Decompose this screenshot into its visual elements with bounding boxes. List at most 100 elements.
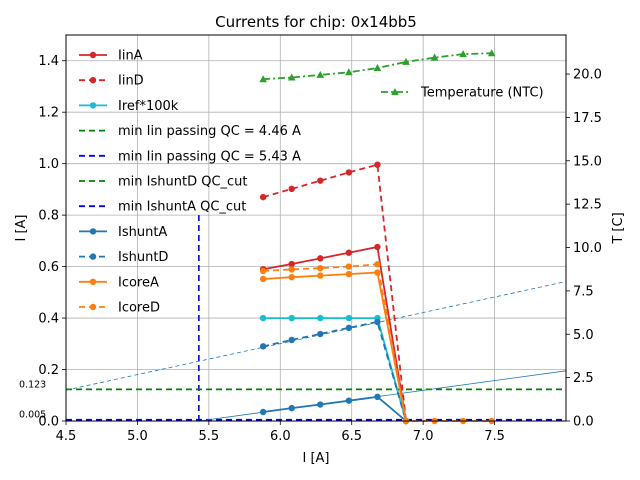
data-point-Temperature (NTC) [430,53,439,61]
data-point-Temperature (NTC) [402,57,410,65]
y2-tick-label: 5.0 [573,328,594,343]
legend-temperature: Temperature (NTC) [381,86,544,101]
data-point-IinD [374,161,381,168]
data-point-Iref*100k [317,314,324,322]
data-point-Iref*100k [345,314,353,322]
ticks: 4.5 5.0 5.5 6.0 6.5 7.0 7.5 0.0 0.2 0.4 0.6 0.8 1.0 1… [38,54,602,444]
legend-label-min Iin passing QC = 5.43 A: min Iin passing QC = 5.43 A [118,149,301,164]
legend-marker-IshuntD [89,253,97,260]
legend-marker-Iref*100k [89,102,97,109]
legend-label-IinD: IinD [118,74,144,89]
data-point-Temperature (NTC) [316,70,325,78]
legend: IinA IinD Iref*100k min Iin passing QC = 4.… [79,49,301,316]
series-line-IcoreA [263,271,407,422]
y2-tick-label: 2.5 [573,371,594,386]
data-point-IcoreD [374,261,381,268]
data-point-IshuntA [317,401,324,408]
y2-tick-label: 15.0 [573,154,602,169]
x-axis-label: I [A] [302,451,329,466]
series-line-IshuntA [262,395,407,422]
data-point-IshuntD [374,318,381,326]
legend-marker-temperature [391,88,399,95]
legend-label-IcoreA: IcoreA [118,275,159,290]
y-tick-label: 0.6 [38,260,59,275]
data-point-IshuntA [374,393,381,401]
fit-line-0 [65,281,567,391]
chart-title: Currents for chip: 0x14bb5 [215,13,417,31]
y-tick-label: 0.0 [38,415,59,430]
data-point-IinD [288,185,295,193]
data-point-IcoreA [317,272,324,279]
y2-tick-label: 17.5 [573,111,602,126]
data-point-IcoreA [345,270,353,278]
y-tick-label: 0.2 [38,363,59,378]
data-point-IcoreA [259,275,267,283]
data-point-IinA [317,255,324,262]
data-point-IcoreD [288,266,295,273]
data-point-IshuntD [317,330,324,338]
data-point-IinA [288,260,295,268]
data-point-IinD [345,169,353,176]
reference-lines [66,215,566,421]
x-tick-label: 7.5 [484,429,505,444]
plot-frame [65,34,567,422]
data-point-IcoreD [259,267,267,275]
data-point-IshuntD [259,343,267,350]
y2-tick-label: 7.5 [573,284,594,299]
data-point-IcoreD [345,263,353,270]
data-point-IshuntD [345,324,353,332]
data-point-IinD [317,177,324,184]
legend-label-min Iin passing QC = 4.46 A: min Iin passing QC = 4.46 A [118,124,301,139]
y-tick-label: 1.4 [38,54,59,69]
x-tick-label: 7.0 [413,429,434,444]
y2-tick-label: 0.0 [573,415,594,430]
data-point-IcoreA [288,273,295,281]
annotation-0.005: 0.005 [19,410,46,421]
legend-marker-IinA [89,51,97,59]
data-point-Temperature (NTC) [345,68,353,76]
data-point-Temperature (NTC) [287,73,296,81]
legend-label-IcoreD: IcoreD [118,301,160,316]
legend-marker-IcoreD [89,303,97,311]
data-point-Iref*100k [288,314,295,322]
y2-tick-label: 12.5 [573,198,602,213]
data-point-IshuntA [345,397,353,404]
data-point-IshuntD [288,336,295,344]
legend-label-IinA: IinA [118,49,143,64]
legend-label-min IshuntA QC_cut: min IshuntA QC_cut [118,200,246,215]
data-point-IinD [259,193,267,201]
annotations: 0.123 0.005 [19,379,46,420]
legend-label-Iref*100k: Iref*100k [118,99,179,114]
data-point-IshuntA [288,404,295,412]
y2-tick-label: 20.0 [573,68,602,83]
x-tick-label: 5.0 [127,429,148,444]
legend-label-min IshuntD QC_cut: min IshuntD QC_cut [118,175,248,190]
data-point-Temperature (NTC) [487,49,496,57]
data-point-Iref*100k [259,314,267,322]
data-point-IinA [374,243,381,251]
legend-label-IshuntA: IshuntA [118,225,167,240]
data-point-Temperature (NTC) [259,75,267,83]
legend-marker-IinD [89,77,97,84]
series-line-IinA [262,245,407,422]
legend-marker-IcoreA [89,278,97,285]
y-tick-label: 1.2 [38,106,59,121]
x-tick-label: 4.5 [56,429,77,444]
y2-tick-label: 10.0 [573,241,602,256]
x-tick-label: 5.5 [199,429,220,444]
legend-label-IshuntD: IshuntD [118,250,168,265]
data-point-IinA [345,249,353,256]
series-line-IinD [262,163,407,422]
legend-marker-IshuntA [89,228,97,235]
x-tick-label: 6.0 [270,429,291,444]
legend-label-temperature: Temperature (NTC) [420,86,544,101]
y-tick-label: 0.4 [38,312,59,327]
series-line-IshuntD [262,320,407,422]
series-layer [259,49,496,425]
annotation-0.123: 0.123 [19,379,46,390]
data-point-Temperature (NTC) [459,50,467,58]
data-point-Temperature (NTC) [373,63,382,71]
y-tick-label: 0.8 [38,209,59,224]
